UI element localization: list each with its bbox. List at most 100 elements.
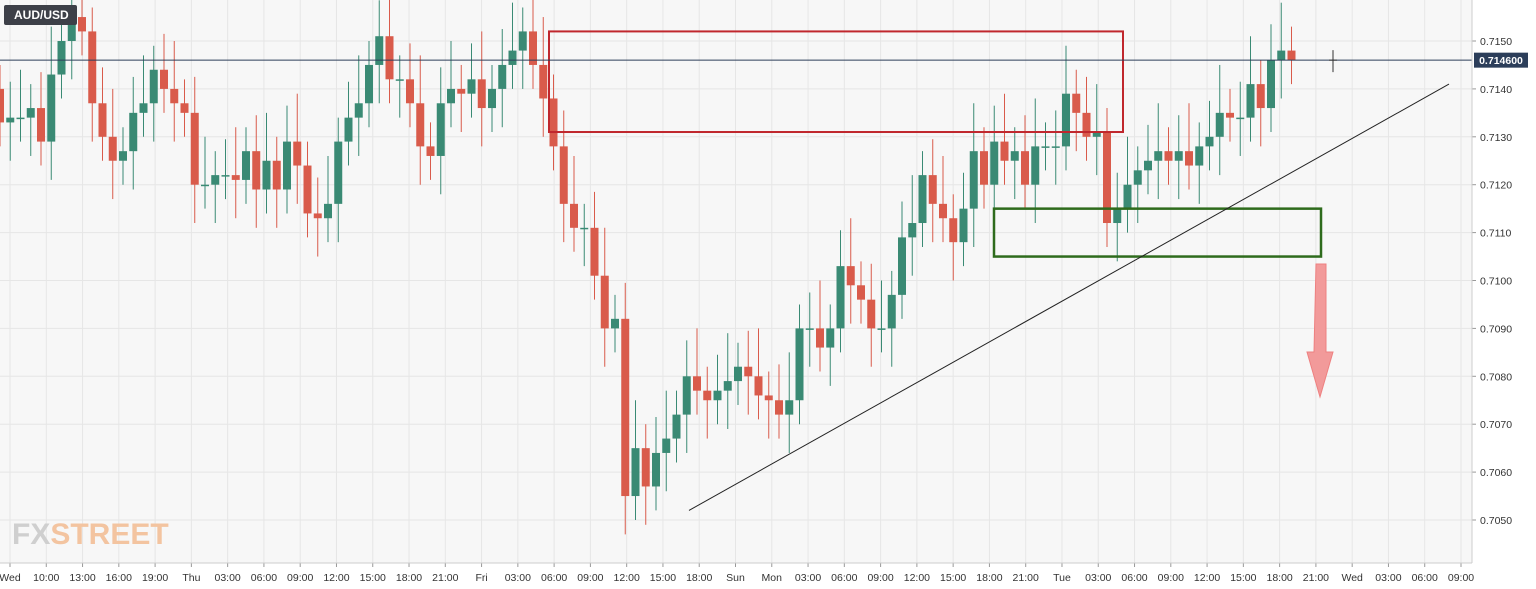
- bull-candle: [662, 438, 671, 453]
- bull-candle: [67, 17, 76, 41]
- bull-candle: [805, 328, 814, 330]
- bull-candle: [898, 237, 906, 295]
- bear-candle: [252, 151, 261, 190]
- bull-candle: [682, 376, 691, 415]
- bull-candle: [26, 108, 35, 118]
- x-tick-label: 15:00: [360, 572, 386, 584]
- support-box: [992, 207, 1323, 258]
- x-tick-label: 03:00: [795, 572, 821, 584]
- bull-candle: [990, 141, 999, 185]
- y-tick-label: 0.7060: [1480, 467, 1512, 479]
- bull-candle: [518, 31, 527, 51]
- bear-candle: [529, 31, 537, 65]
- bull-candle: [652, 452, 660, 487]
- bull-candle: [723, 381, 732, 391]
- bull-candle: [785, 400, 794, 415]
- current-price-tag: 0.714600: [1474, 52, 1528, 68]
- bull-candle: [734, 366, 742, 382]
- y-tick-label: 0.7150: [1480, 36, 1512, 48]
- x-tick-label: 12:00: [614, 572, 640, 584]
- bear-candle: [313, 213, 322, 219]
- bull-candle: [1154, 151, 1163, 161]
- bull-candle: [262, 160, 271, 190]
- bear-candle: [272, 160, 281, 190]
- bull-candle: [375, 36, 384, 65]
- bear-candle: [457, 88, 466, 94]
- resistance-box: [548, 30, 1124, 134]
- bull-candle: [6, 117, 15, 123]
- bull-candle: [713, 390, 722, 401]
- y-tick-label: 0.7110: [1480, 228, 1511, 240]
- bull-candle: [1051, 146, 1060, 148]
- x-tick-label: 06:00: [1412, 572, 1438, 584]
- bull-candle: [488, 88, 496, 109]
- bull-candle: [1113, 208, 1122, 224]
- bull-candle: [1031, 146, 1040, 185]
- bull-candle: [1010, 151, 1019, 161]
- bull-candle: [795, 328, 804, 401]
- x-tick-label: 06:00: [251, 572, 277, 584]
- x-tick-label: 03:00: [1375, 572, 1401, 584]
- bull-candle: [1062, 93, 1070, 147]
- current-price-label: 0.714600: [1479, 55, 1523, 67]
- x-axis: Wed 10:00 13:00 16:00 19:00 Thu 03:00 06:00 09:0…: [0, 563, 1474, 584]
- bull-candle: [498, 64, 507, 89]
- bear-candle: [78, 17, 86, 32]
- bear-candle: [621, 318, 630, 497]
- bull-candle: [201, 184, 209, 187]
- bear-candle: [231, 175, 240, 180]
- x-tick-label: 09:00: [287, 572, 313, 584]
- bull-candle: [1174, 151, 1183, 161]
- bear-candle: [385, 36, 394, 80]
- x-tick-label: 15:00: [940, 572, 966, 584]
- bear-candle: [1185, 151, 1193, 166]
- bull-candle: [334, 141, 343, 204]
- bull-candle: [672, 414, 681, 439]
- bull-candle: [1041, 146, 1050, 148]
- bull-candle: [344, 117, 353, 142]
- x-tick-label: 18:00: [1266, 572, 1292, 584]
- y-tick-label: 0.7130: [1480, 132, 1512, 144]
- bear-candle: [693, 376, 701, 391]
- x-tick-label: Mon: [762, 572, 783, 584]
- uptrend-line: [688, 83, 1450, 511]
- bear-candle: [180, 103, 189, 113]
- bear-candle: [406, 79, 414, 104]
- bear-candle: [600, 275, 609, 329]
- bull-candle: [969, 151, 978, 209]
- bull-candle: [242, 151, 250, 180]
- x-tick-label: 12:00: [904, 572, 930, 584]
- bear-candle: [559, 146, 568, 204]
- bull-candle: [221, 175, 230, 177]
- x-tick-label: Sun: [726, 572, 745, 584]
- bear-candle: [1000, 141, 1009, 161]
- x-tick-label: 09:00: [1448, 572, 1474, 584]
- bull-candle: [211, 175, 220, 185]
- bull-candle: [611, 318, 619, 329]
- bull-candle: [436, 103, 445, 156]
- bear-candle: [570, 203, 578, 228]
- bear-candle: [477, 79, 486, 109]
- bull-candle: [1215, 112, 1224, 137]
- bull-candle: [1144, 160, 1152, 171]
- y-tick-label: 0.7080: [1480, 371, 1512, 383]
- y-tick-label: 0.7070: [1480, 419, 1512, 431]
- bull-candle: [1205, 136, 1214, 147]
- x-tick-label: 09:00: [1158, 572, 1184, 584]
- x-tick-label: 18:00: [976, 572, 1002, 584]
- y-tick-label: 0.7100: [1480, 276, 1512, 288]
- y-tick-label: 0.7120: [1480, 180, 1512, 192]
- bear-candle: [590, 227, 599, 276]
- bear-candle: [1021, 151, 1029, 185]
- bull-candle: [324, 203, 332, 219]
- bull-candle: [1236, 117, 1245, 120]
- y-tick-label: 0.7090: [1480, 323, 1512, 335]
- bear-candle: [416, 103, 425, 147]
- bear-candle: [190, 112, 199, 185]
- bull-candle: [631, 448, 640, 497]
- bull-candle: [47, 74, 56, 142]
- bear-candle: [293, 141, 302, 166]
- symbol-badge: AUD/USD: [4, 5, 77, 25]
- bear-candle: [108, 136, 117, 161]
